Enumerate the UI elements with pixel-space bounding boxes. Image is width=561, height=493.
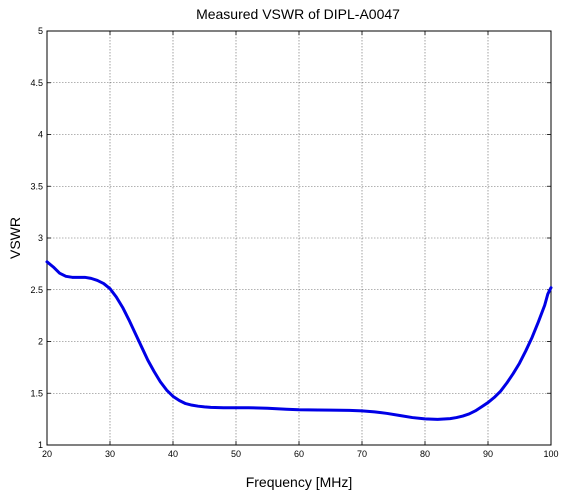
x-tick-label: 20: [42, 449, 52, 459]
y-tick-label: 3: [38, 233, 43, 243]
x-tick-label: 50: [231, 449, 241, 459]
y-tick-label: 5: [38, 26, 43, 36]
grid-lines: [46, 30, 552, 446]
chart-title: Measured VSWR of DIPL-A0047: [196, 6, 400, 22]
x-tick-label: 90: [483, 449, 493, 459]
y-tick-label: 4: [38, 130, 43, 140]
x-tick-labels: 20 30 40 50 60 70 80 90 100: [42, 449, 559, 459]
y-tick-label: 3.5: [30, 181, 43, 191]
x-tick-label: 40: [168, 449, 178, 459]
x-tick-label: 70: [357, 449, 367, 459]
y-axis-label: VSWR: [7, 217, 23, 259]
y-tick-label: 4.5: [30, 78, 43, 88]
y-tick-labels: 1 1.5 2 2.5 3 3.5 4 4.5 5: [30, 26, 43, 450]
x-tick-label: 80: [420, 449, 430, 459]
y-tick-label: 2.5: [30, 285, 43, 295]
x-tick-label: 30: [105, 449, 115, 459]
vswr-series-line: [45, 260, 553, 421]
y-tick-label: 2: [38, 337, 43, 347]
x-axis-label: Frequency [MHz]: [246, 474, 353, 490]
x-tick-label: 100: [543, 449, 558, 459]
y-tick-label: 1: [38, 440, 43, 450]
y-tick-label: 1.5: [30, 388, 43, 398]
x-tick-label: 60: [294, 449, 304, 459]
